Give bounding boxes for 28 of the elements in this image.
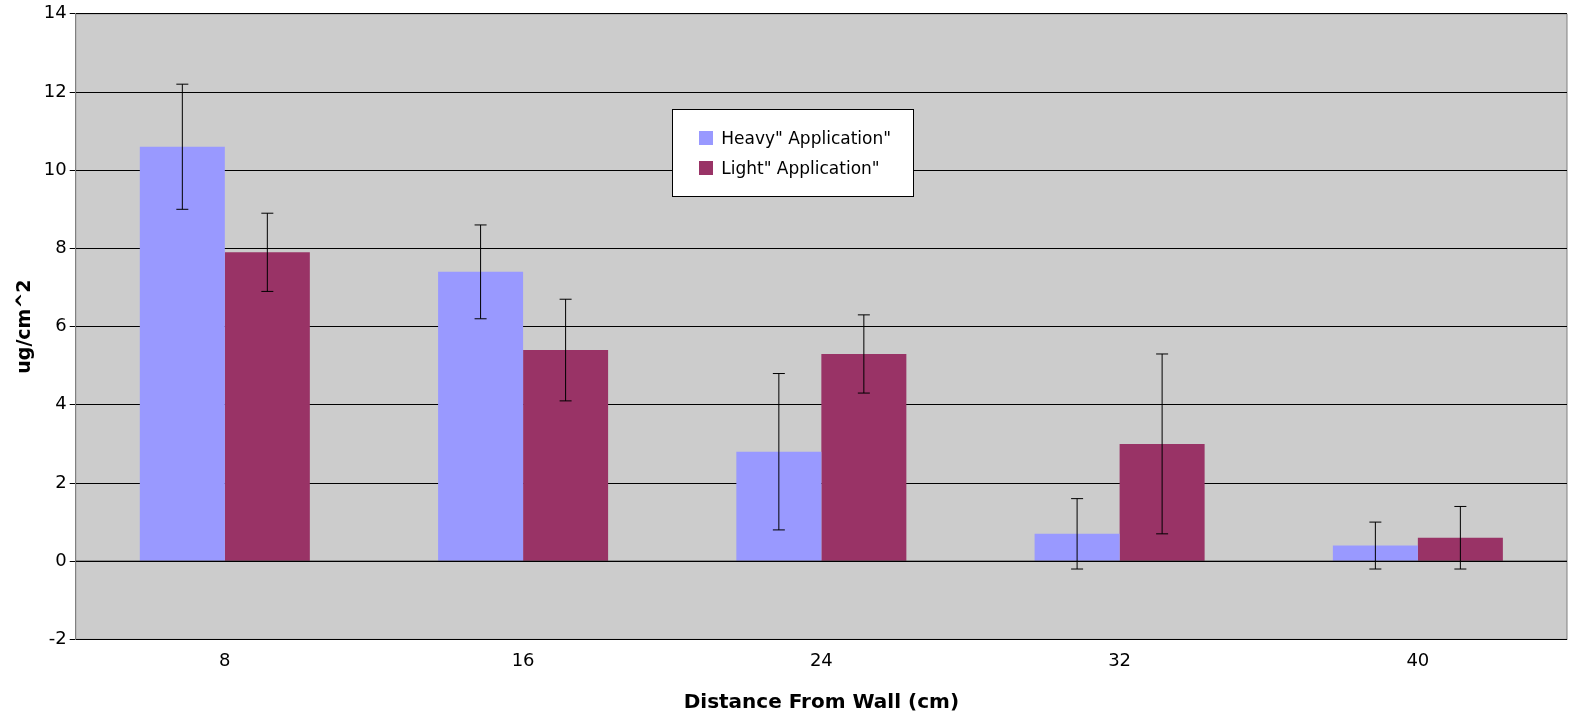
y-tick-label: 6 <box>55 314 67 336</box>
legend-label: Light" Application" <box>721 157 880 178</box>
y-tick-label: 14 <box>43 1 67 23</box>
x-tick-label: 8 <box>219 648 231 670</box>
y-tick-label: 10 <box>43 157 67 179</box>
x-tick-label: 16 <box>511 648 535 670</box>
bar <box>139 146 225 561</box>
bar <box>821 353 907 561</box>
y-axis-title: ug/cm^2 <box>12 279 35 374</box>
bar <box>1417 537 1503 561</box>
y-tick-label: 12 <box>43 79 67 101</box>
x-tick-label: 24 <box>809 648 833 670</box>
bar <box>736 451 822 561</box>
bar <box>523 350 609 561</box>
bar <box>1332 545 1418 561</box>
x-axis-title: Distance From Wall (cm) <box>683 689 960 714</box>
x-tick-label: 32 <box>1108 648 1132 670</box>
bar <box>224 252 310 561</box>
x-tick-label: 40 <box>1406 648 1430 670</box>
bar <box>1034 533 1120 561</box>
y-tick-label: 0 <box>55 548 67 570</box>
y-tick-label: 8 <box>55 236 67 258</box>
y-tick-label: -2 <box>48 627 67 649</box>
y-tick-label: 2 <box>55 470 67 492</box>
bar <box>1119 443 1205 561</box>
bar <box>438 271 524 561</box>
y-tick-label: 4 <box>55 392 67 414</box>
legend-label: Heavy" Application" <box>721 127 892 148</box>
